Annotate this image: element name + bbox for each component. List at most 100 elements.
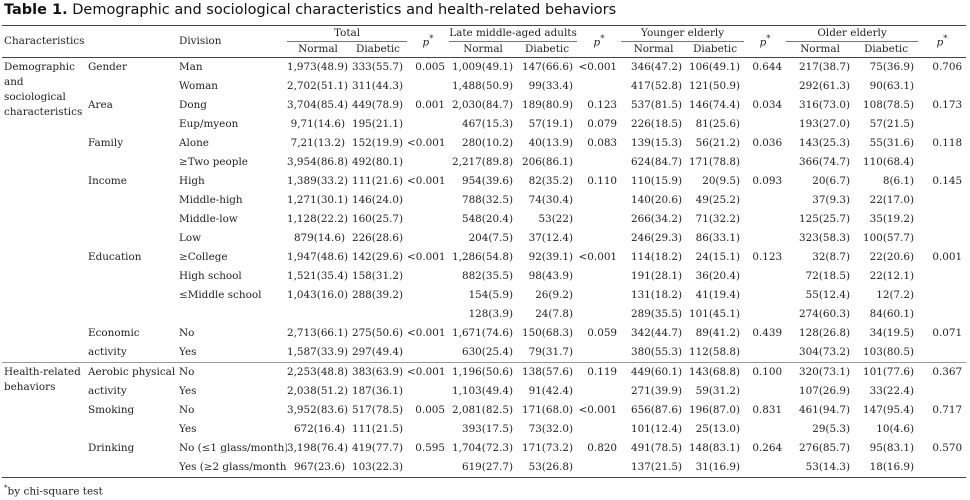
- value-cell: 1,196(50.6): [449, 362, 518, 382]
- value-cell: 171(68.0): [521, 404, 574, 416]
- p-value-cell: [577, 305, 621, 324]
- header-characteristics: Characteristics: [2, 25, 178, 58]
- value-cell: 461(94.7): [798, 404, 851, 416]
- value-cell: 2,081(82.5): [452, 404, 514, 416]
- value-cell: 24(7.8): [535, 308, 574, 320]
- value-cell: 128(3.9): [468, 308, 514, 320]
- value-cell: 383(63.9): [349, 362, 408, 382]
- value-cell: 1,488(50.9): [452, 80, 514, 92]
- header-group-older-elderly: Older elderly: [786, 25, 919, 42]
- value-cell: 160(25.7): [351, 213, 404, 225]
- p-value-cell: [918, 77, 966, 96]
- value-cell: 121(50.9): [688, 80, 741, 92]
- footnote-text: by chi-square test: [7, 485, 103, 498]
- header-group-younger-elderly: Younger elderly: [621, 25, 745, 42]
- value-cell: 148(83.1): [688, 442, 741, 454]
- division-cell: Man: [179, 61, 203, 73]
- division-cell: ≥College: [179, 251, 228, 263]
- division-cell: Yes: [179, 346, 197, 358]
- division-cell: ≥Two people: [179, 156, 248, 168]
- value-cell: 280(10.2): [461, 137, 514, 149]
- p-value-cell: 0.123: [752, 251, 783, 263]
- table-caption: Demographic and sociological characteris…: [72, 2, 617, 18]
- value-cell: 33(22.4): [869, 385, 915, 397]
- value-cell: 53(22): [538, 213, 574, 225]
- value-cell: 393(17.5): [461, 423, 514, 435]
- table-body: Demographic and sociological characteris…: [2, 58, 967, 478]
- value-cell: 73(32.0): [528, 423, 574, 435]
- value-cell: 56(21.2): [695, 137, 741, 149]
- value-cell: 311(44.3): [351, 80, 404, 92]
- value-cell: 467(15.3): [461, 118, 514, 130]
- value-cell: 788(32.5): [461, 194, 514, 206]
- subcategory-cell: activity: [88, 385, 127, 397]
- value-cell: 323(58.3): [798, 232, 851, 244]
- value-cell: 275(50.6): [351, 327, 404, 339]
- division-cell: High school: [179, 270, 242, 282]
- p-value-cell: [407, 458, 450, 478]
- header-normal: Normal: [621, 41, 687, 58]
- p-value-cell: [918, 153, 966, 172]
- p-value-cell: [744, 267, 786, 286]
- subcategory-cell: Education: [88, 251, 142, 263]
- division-cell: ≤Middle school: [179, 289, 262, 301]
- table-row: Smoking No 3,952(83.6) 517(78.5) 0.005 2,081(…: [2, 401, 966, 420]
- header-diabetic: Diabetic: [686, 41, 745, 58]
- p-value-cell: 0.173: [932, 99, 963, 111]
- division-cell: No (≤1 glass/month): [179, 442, 288, 454]
- value-cell: 1,521(35.4): [287, 270, 349, 282]
- p-value-cell: [577, 229, 621, 248]
- value-cell: 110(15.9): [630, 175, 683, 187]
- p-value-cell: [744, 343, 786, 363]
- value-cell: 274(60.3): [798, 308, 851, 320]
- value-cell: 59(31.2): [695, 385, 741, 397]
- p-value-cell: [744, 420, 786, 439]
- p-value-cell: [744, 458, 787, 478]
- value-cell: 1,043(16.0): [287, 289, 349, 301]
- value-cell: 2,702(51.1): [287, 80, 349, 92]
- value-cell: 41(19.4): [695, 289, 741, 301]
- p-value-cell: 0.034: [752, 99, 783, 111]
- value-cell: 517(78.5): [351, 404, 404, 416]
- value-cell: 86(33.1): [695, 232, 741, 244]
- value-cell: 79(31.7): [528, 346, 574, 358]
- table-row: Economic No 2,713(66.1) 275(50.6) <0.001 1,67…: [2, 324, 966, 343]
- table-row: High school 1,521(35.4) 158(31.2) 882(35.5)…: [2, 267, 966, 286]
- value-cell: 110(68.4): [863, 156, 915, 168]
- subcategory-cell: Area: [88, 99, 113, 111]
- value-cell: 491(78.5): [630, 442, 683, 454]
- value-cell: 12(7.2): [876, 289, 915, 301]
- p-value-cell: 0.717: [932, 404, 963, 416]
- p-value-cell: 0.110: [587, 175, 618, 187]
- p-value-cell: [577, 420, 621, 439]
- p-value-cell: [407, 77, 449, 96]
- value-cell: 619(27.7): [449, 458, 518, 478]
- p-value-cell: [407, 286, 449, 305]
- table-row: Low 879(14.6) 226(28.6) 204(7.5) 37(12.4) 246…: [2, 229, 966, 248]
- p-value-cell: [918, 286, 966, 305]
- division-cell: No: [179, 327, 195, 339]
- value-cell: 297(49.4): [351, 346, 404, 358]
- value-cell: 1,973(48.9): [287, 61, 349, 73]
- value-cell: 1,947(48.6): [287, 251, 349, 263]
- value-cell: 10(4.6): [876, 423, 915, 435]
- value-cell: 2,713(66.1): [287, 327, 349, 339]
- p-value-cell: [744, 153, 786, 172]
- value-cell: 114(18.2): [630, 251, 683, 263]
- table-row: Woman 2,702(51.1) 311(44.3) 1,488(50.9) 99(3…: [2, 77, 966, 96]
- division-cell: Yes (≥2 glass/month): [177, 458, 288, 478]
- header-p-late-middle: p*: [577, 25, 622, 58]
- subcategory-cell: Aerobic physical: [86, 362, 178, 382]
- p-value-cell: <0.001: [407, 362, 450, 382]
- p-value-cell: 0.001: [415, 99, 446, 111]
- division-cell: Middle-low: [179, 213, 238, 225]
- table-row: Education ≥College 1,947(48.6) 142(29.6) <0.…: [2, 248, 966, 267]
- value-cell: 276(85.7): [798, 442, 851, 454]
- value-cell: 2,030(84.7): [452, 99, 514, 111]
- p-value-cell: [918, 267, 966, 286]
- p-value-cell: [577, 286, 621, 305]
- p-value-cell: 0.570: [932, 442, 963, 454]
- header-diabetic: Diabetic: [854, 41, 919, 58]
- division-cell: Dong: [179, 99, 207, 111]
- p-value-cell: 0.439: [752, 327, 783, 339]
